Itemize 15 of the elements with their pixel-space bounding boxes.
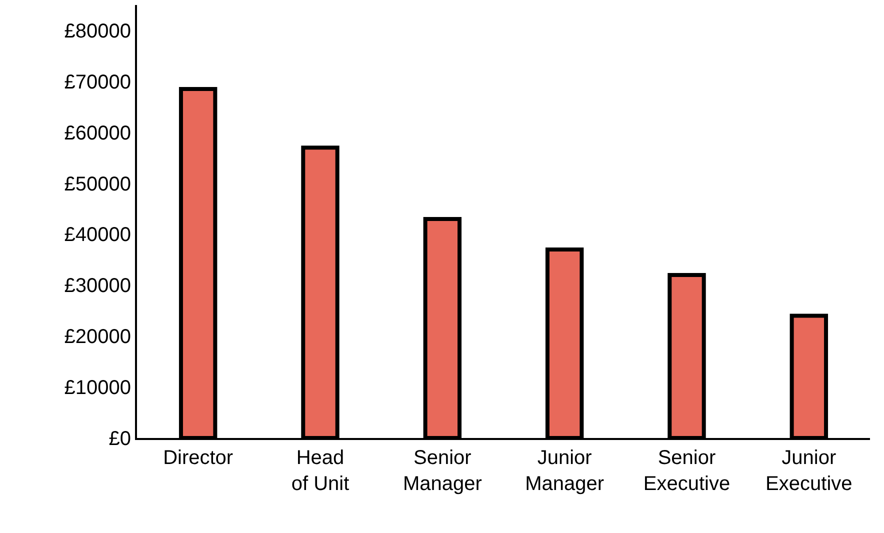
y-tick-label: £40000 <box>64 224 131 246</box>
y-tick-label: £30000 <box>64 275 131 298</box>
y-tick-label: £50000 <box>64 173 131 196</box>
x-tick-label: Head of Unit <box>291 447 350 495</box>
y-tick-label: £10000 <box>64 377 131 400</box>
y-tick-label: £20000 <box>64 326 131 348</box>
x-tick-label: Senior Manager <box>402 447 482 495</box>
y-tick-label: £70000 <box>64 71 131 94</box>
y-tick-label: £0 <box>108 428 131 450</box>
x-tick-label: Senior Executive <box>643 447 730 495</box>
x-tick-label: Director <box>163 447 234 469</box>
x-tick-label: Junior Executive <box>766 447 852 495</box>
y-tick-label: £60000 <box>64 122 131 144</box>
x-tick-label: Junior Manager <box>525 447 604 495</box>
y-tick-label: £80000 <box>64 20 131 42</box>
